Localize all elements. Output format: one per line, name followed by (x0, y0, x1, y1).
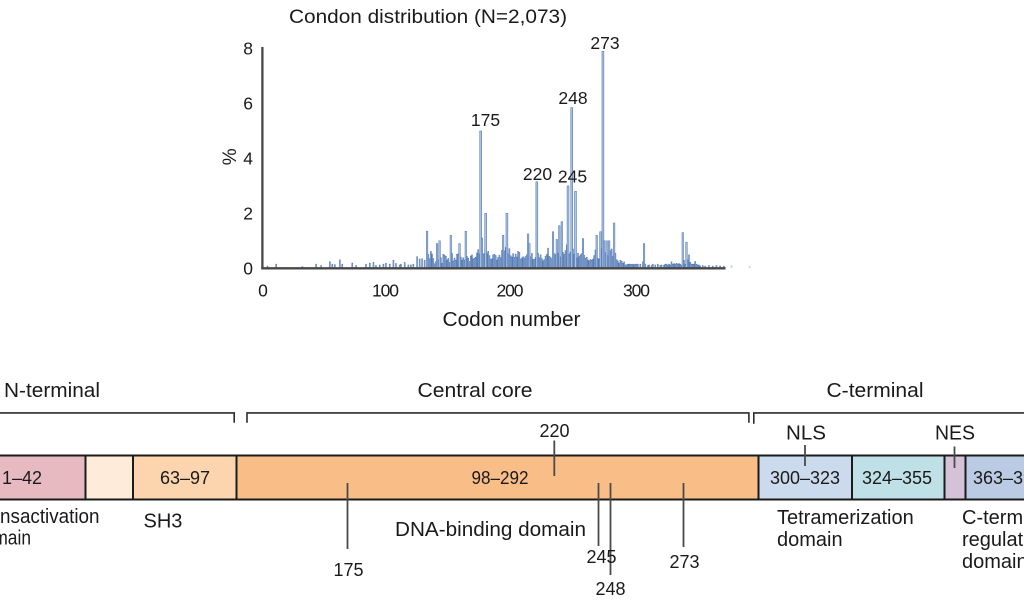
svg-text:245: 245 (558, 167, 587, 187)
svg-text:NLS: NLS (786, 423, 826, 445)
svg-text:273: 273 (590, 33, 619, 53)
svg-text:175: 175 (333, 560, 363, 580)
svg-text:Codon number: Codon number (443, 309, 581, 331)
svg-text:SH3: SH3 (144, 511, 183, 533)
svg-text:273: 273 (669, 552, 699, 572)
svg-text:63–97: 63–97 (160, 468, 210, 488)
svg-text:DNA-binding domain: DNA-binding domain (395, 519, 586, 541)
svg-text:300: 300 (623, 281, 650, 301)
svg-text:8: 8 (243, 39, 253, 59)
svg-text:1–42: 1–42 (2, 468, 42, 488)
svg-text:N-terminal: N-terminal (4, 380, 100, 402)
svg-text:domain: domain (962, 551, 1024, 573)
svg-text:Condon distribution (N=2,073): Condon distribution (N=2,073) (289, 6, 567, 28)
svg-text:363–393: 363–393 (973, 468, 1024, 488)
svg-text:Tetramerization: Tetramerization (777, 507, 914, 529)
svg-text:0: 0 (258, 281, 268, 301)
svg-text:100: 100 (372, 281, 399, 301)
svg-text:NES: NES (935, 423, 975, 445)
svg-text:Transactivation: Transactivation (0, 506, 100, 528)
svg-text:245: 245 (586, 547, 616, 567)
svg-text:2: 2 (243, 203, 253, 223)
svg-text:%: % (220, 148, 241, 165)
svg-text:98–292: 98–292 (472, 468, 529, 488)
svg-text:C-terminal: C-terminal (827, 380, 924, 402)
svg-text:220: 220 (523, 164, 552, 184)
svg-text:200: 200 (497, 281, 524, 301)
svg-text:domain: domain (0, 528, 31, 550)
svg-text:4: 4 (243, 149, 253, 169)
svg-text:248: 248 (558, 88, 587, 108)
svg-text:C-terminal: C-terminal (962, 507, 1024, 529)
svg-text:175: 175 (471, 110, 500, 130)
svg-text:324–355: 324–355 (862, 468, 932, 488)
svg-text:regulatory: regulatory (962, 529, 1024, 551)
svg-text:Central core: Central core (418, 380, 533, 402)
svg-text:300–323: 300–323 (770, 468, 840, 488)
svg-text:6: 6 (243, 94, 253, 114)
svg-text:0: 0 (243, 258, 253, 278)
svg-text:220: 220 (539, 421, 569, 441)
svg-text:248: 248 (595, 579, 625, 599)
svg-text:domain: domain (777, 529, 843, 551)
